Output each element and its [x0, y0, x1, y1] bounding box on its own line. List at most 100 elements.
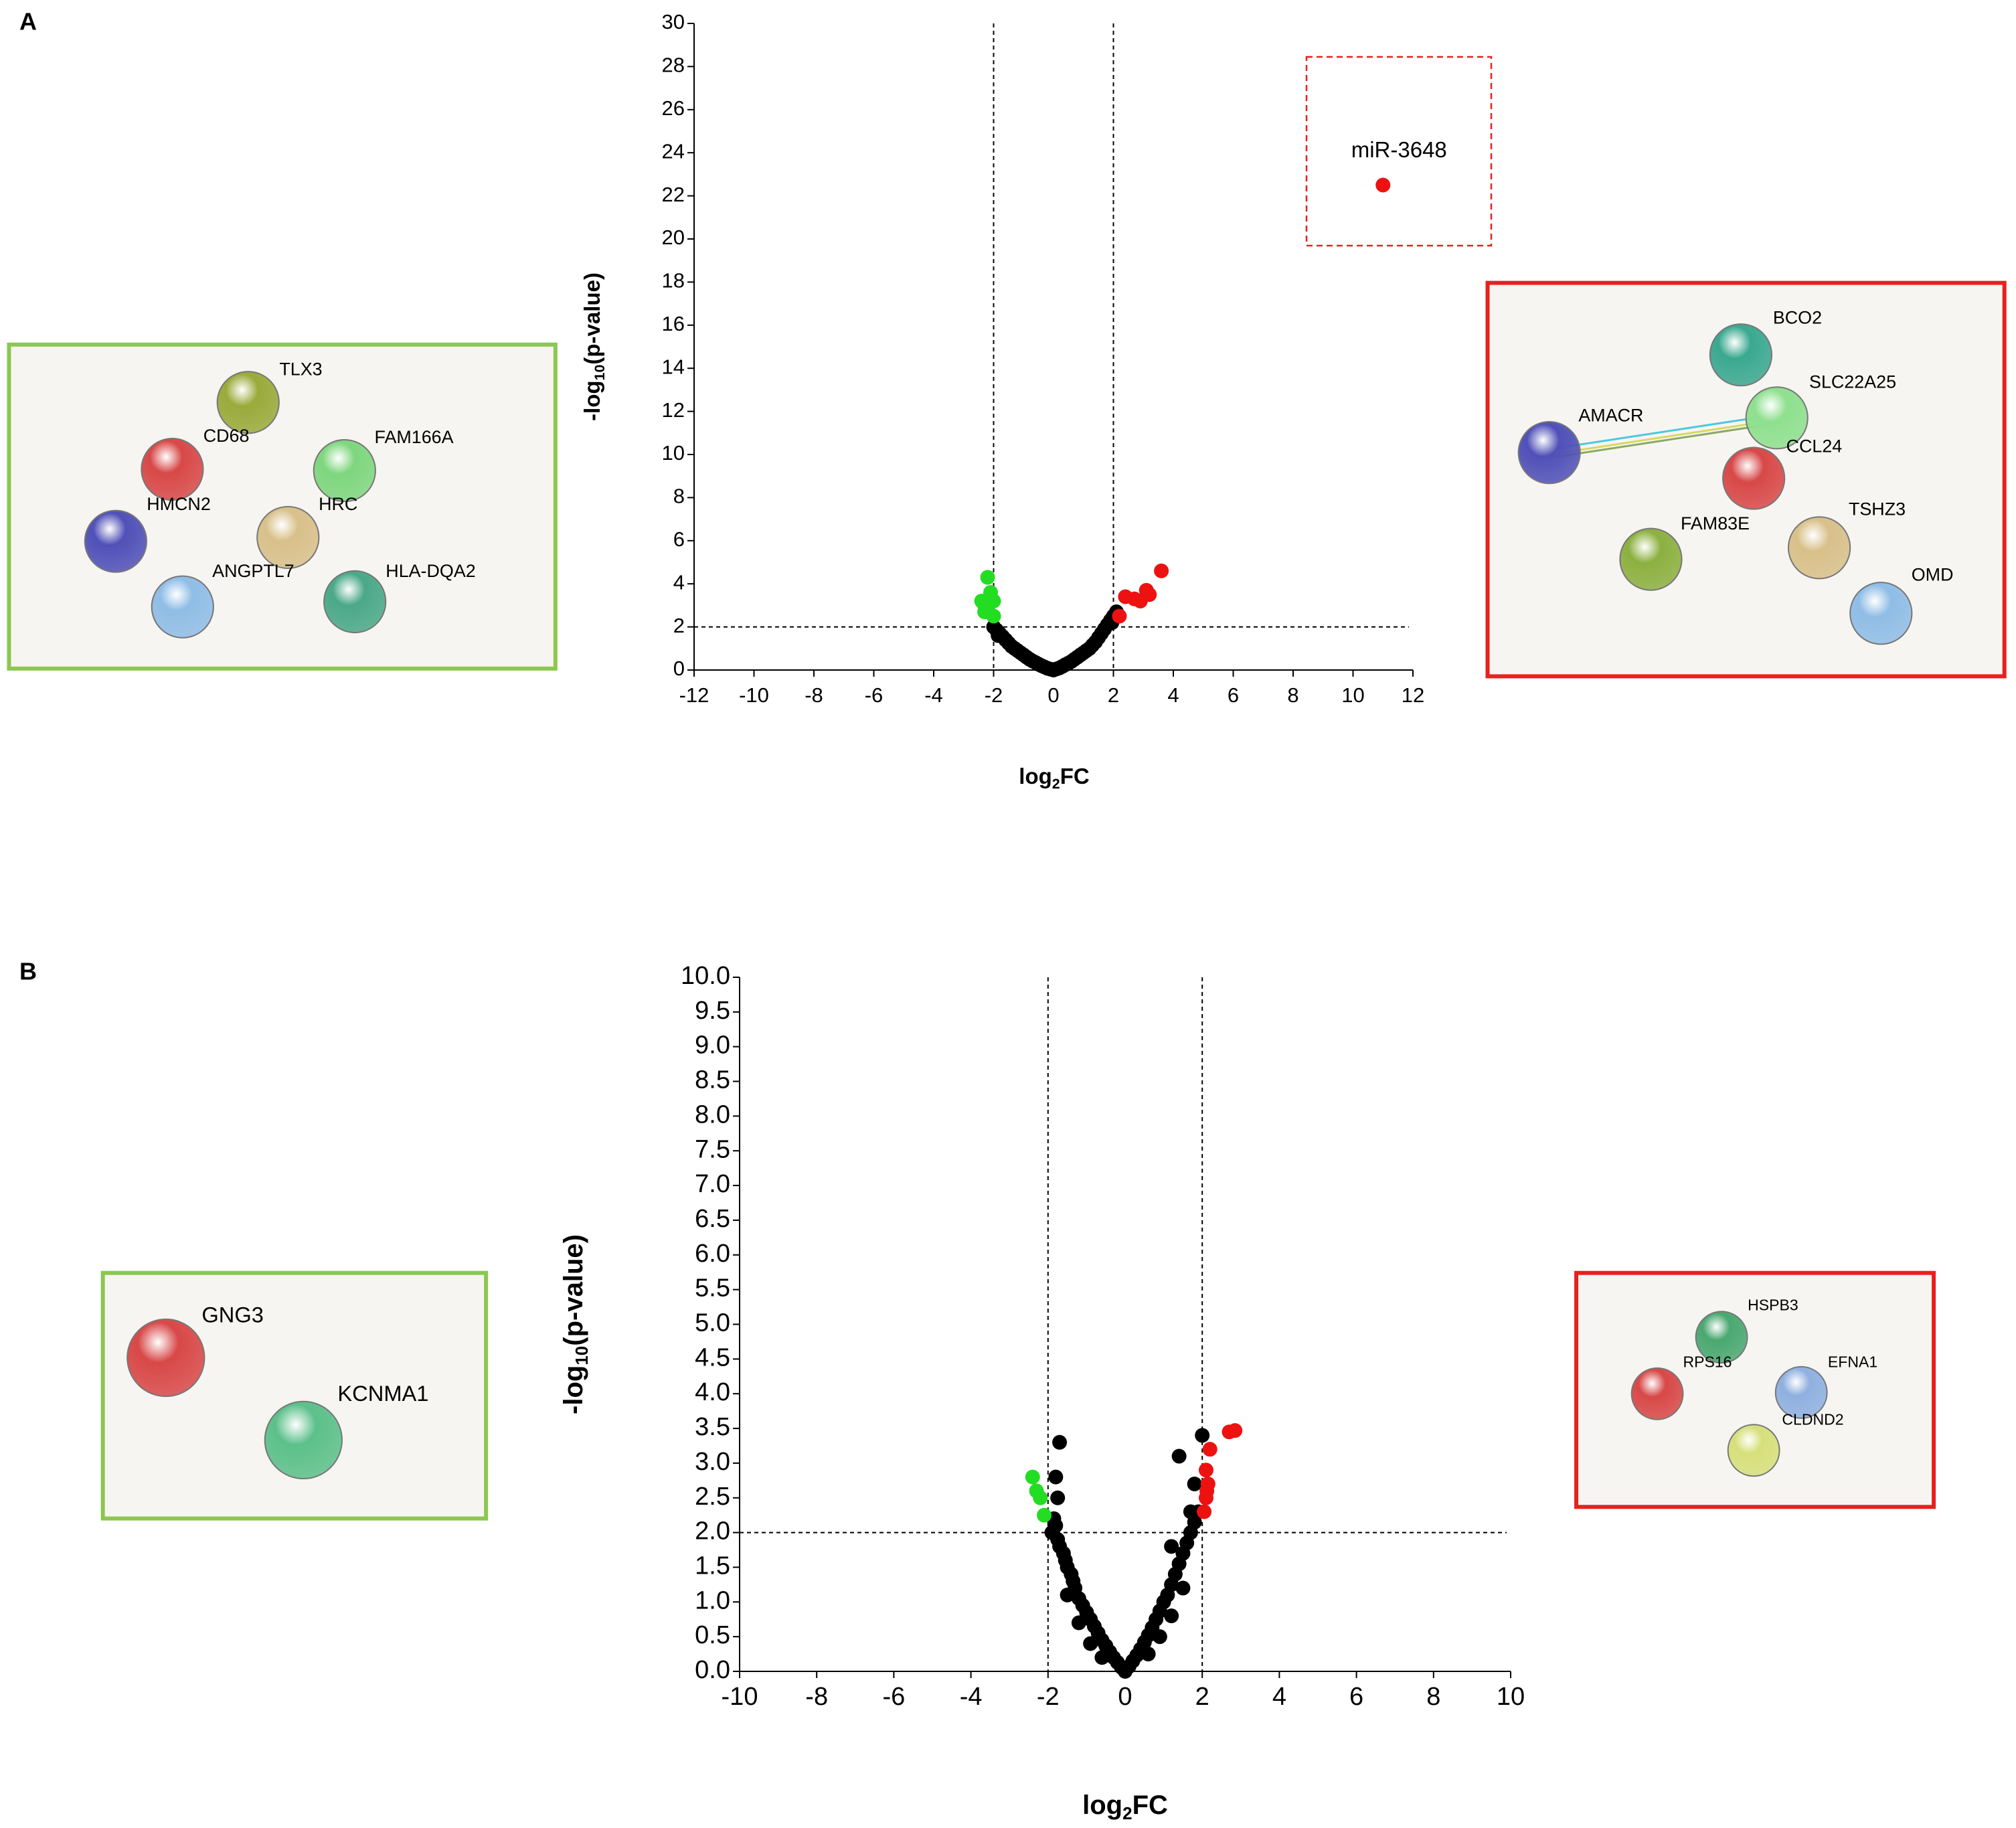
network-node — [1849, 582, 1913, 645]
x-tick-label: 4 — [1272, 1683, 1286, 1711]
axis-label-part: -log — [559, 1365, 588, 1414]
x-tick-label: -4 — [924, 683, 943, 707]
data-point — [1175, 1580, 1191, 1596]
y-tick-label: 16 — [662, 312, 685, 335]
axis-label-part: FC — [1060, 764, 1090, 788]
data-point — [1164, 1539, 1179, 1554]
data-point — [1025, 1469, 1040, 1485]
network-node — [1727, 1424, 1780, 1477]
highlight-box — [1305, 56, 1493, 247]
y-tick-label: 0 — [673, 657, 685, 680]
node-label: RPS16 — [1683, 1353, 1732, 1370]
y-tick-label: 1.0 — [695, 1586, 730, 1614]
data-point — [1094, 1650, 1110, 1665]
data-point — [1033, 1490, 1048, 1505]
data-point — [1152, 1629, 1167, 1645]
axis-label-part: (p-value) — [580, 272, 604, 365]
node-label: FAM83E — [1681, 513, 1750, 533]
x-tick-label: 6 — [1228, 683, 1239, 707]
axis-label-part: log — [1019, 764, 1052, 788]
y-tick-label: 24 — [662, 139, 685, 163]
x-tick-label: 4 — [1167, 683, 1179, 707]
y-tick-label: 1.5 — [695, 1552, 730, 1580]
axis-label-part: 10 — [572, 1346, 592, 1365]
node-label: HSPB3 — [1748, 1297, 1798, 1314]
network-edge — [1549, 422, 1777, 459]
node-label: KCNMA1 — [337, 1381, 428, 1406]
data-point — [1112, 608, 1127, 624]
y-tick-label: 0.0 — [695, 1656, 730, 1684]
y-tick-label: 20 — [662, 226, 685, 249]
network-node — [1517, 421, 1581, 485]
network-edge — [1549, 418, 1777, 456]
data-point — [1132, 593, 1148, 608]
y-tick-label: 30 — [662, 10, 685, 33]
node-label: GNG3 — [201, 1303, 264, 1327]
network-node — [256, 505, 320, 570]
x-tick-label: 2 — [1108, 683, 1119, 707]
data-point — [1118, 589, 1133, 604]
x-tick-label: 10 — [1341, 683, 1364, 707]
node-label: HRC — [319, 494, 357, 514]
node-label: OMD — [1912, 565, 1954, 585]
axis-label-part: log — [1082, 1791, 1122, 1820]
x-tick-label: 8 — [1287, 683, 1298, 707]
axis-label-part: 10 — [592, 365, 608, 381]
y-tick-label: 6.5 — [695, 1205, 730, 1233]
data-point — [1052, 1434, 1068, 1450]
data-point — [1164, 1608, 1179, 1624]
y-tick-label: 7.5 — [695, 1135, 730, 1163]
x-tick-label: 0 — [1047, 683, 1059, 707]
network-node — [151, 575, 214, 639]
y-tick-label: 14 — [662, 355, 685, 378]
node-label: CD68 — [203, 426, 250, 446]
x-tick-label: 6 — [1349, 1683, 1363, 1711]
data-point — [1141, 1647, 1156, 1662]
network-node — [1709, 323, 1773, 387]
data-point — [1375, 177, 1391, 193]
y-tick-label: 0.5 — [695, 1621, 730, 1649]
network-node — [323, 570, 387, 634]
y-tick-label: 5.5 — [695, 1274, 730, 1303]
x-tick-label: -6 — [865, 683, 884, 707]
data-point — [1071, 1615, 1086, 1631]
x-tick-label: -12 — [679, 683, 709, 707]
y-tick-label: 5.0 — [695, 1309, 730, 1337]
data-point — [1195, 1428, 1210, 1443]
network-node — [1774, 1365, 1828, 1419]
data-point — [1083, 1636, 1098, 1651]
y-tick-label: 6.0 — [695, 1240, 730, 1268]
y-tick-label: 8.5 — [695, 1066, 730, 1094]
x-tick-label: 10 — [1497, 1683, 1525, 1711]
network-node — [264, 1400, 343, 1480]
y-tick-label: 12 — [662, 398, 685, 422]
node-label: HLA-DQA2 — [386, 561, 475, 581]
node-label: CLDND2 — [1782, 1411, 1843, 1428]
data-point — [1183, 1504, 1198, 1519]
x-tick-label: 12 — [1402, 683, 1424, 707]
network-node — [1722, 446, 1786, 510]
network-node — [1787, 516, 1851, 580]
data-point — [1050, 1490, 1066, 1505]
x-tick-label: -2 — [1037, 1683, 1060, 1711]
x-tick-label: -8 — [805, 683, 823, 707]
axis-label-part: 2 — [1122, 1803, 1132, 1823]
node-label: AMACR — [1578, 405, 1643, 425]
network-node — [216, 371, 280, 434]
node-label: HMCN2 — [147, 494, 211, 514]
data-point — [1198, 1463, 1213, 1478]
y-tick-label: 7.0 — [695, 1170, 730, 1198]
x-tick-label: -4 — [960, 1683, 983, 1711]
node-label: SLC22A25 — [1809, 372, 1896, 392]
node-label: ANGPTL7 — [212, 561, 294, 581]
network-node — [84, 509, 147, 573]
y-tick-label: 4.5 — [695, 1343, 730, 1372]
y-tick-label: 6 — [673, 527, 685, 551]
y-tick-label: 2.5 — [695, 1483, 730, 1511]
network-node — [127, 1318, 205, 1398]
axis-label: log2FC — [1019, 764, 1089, 792]
data-point — [1199, 1483, 1215, 1499]
y-tick-label: 2 — [673, 614, 685, 637]
y-tick-label: 9.5 — [695, 997, 730, 1025]
